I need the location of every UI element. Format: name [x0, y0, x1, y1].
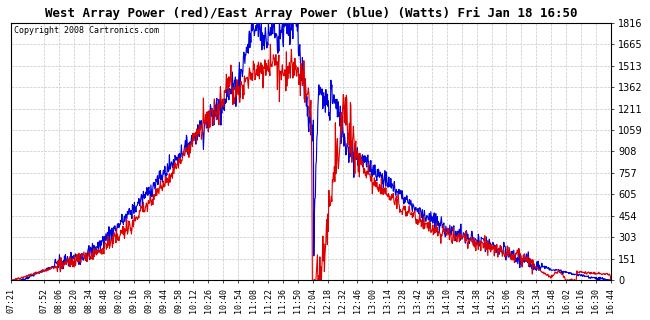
Text: Copyright 2008 Cartronics.com: Copyright 2008 Cartronics.com [14, 27, 159, 36]
Title: West Array Power (red)/East Array Power (blue) (Watts) Fri Jan 18 16:50: West Array Power (red)/East Array Power … [45, 7, 577, 20]
